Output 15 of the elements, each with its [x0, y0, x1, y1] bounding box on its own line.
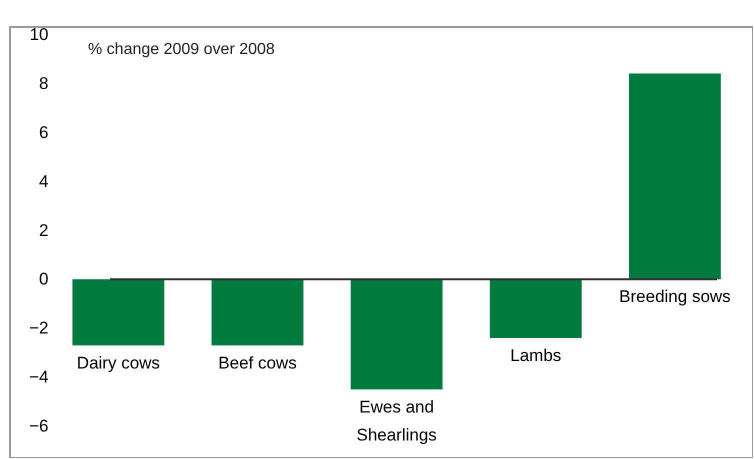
y-tick-label: 6	[39, 122, 48, 142]
y-tick-label: 8	[39, 74, 48, 93]
y-tick-label: 10	[30, 24, 48, 44]
x-tick-label: Beef cows	[218, 353, 297, 372]
x-tick-label: Dairy cows	[76, 353, 160, 372]
y-tick-label: 4	[39, 172, 48, 191]
y-tick-label: −2	[29, 318, 48, 338]
y-tick-label: −6	[29, 416, 48, 436]
y-axis-title: % change 2009 over 2008	[88, 41, 275, 58]
y-tick-label: −4	[29, 368, 48, 387]
x-tick-label: Ewes and Shearlings	[356, 397, 437, 444]
y-tick-label: 0	[39, 270, 48, 289]
y-tick-label: 2	[39, 220, 48, 240]
x-tick-label: Breeding sows	[619, 287, 731, 306]
x-tick-label: Lambs	[510, 346, 562, 366]
